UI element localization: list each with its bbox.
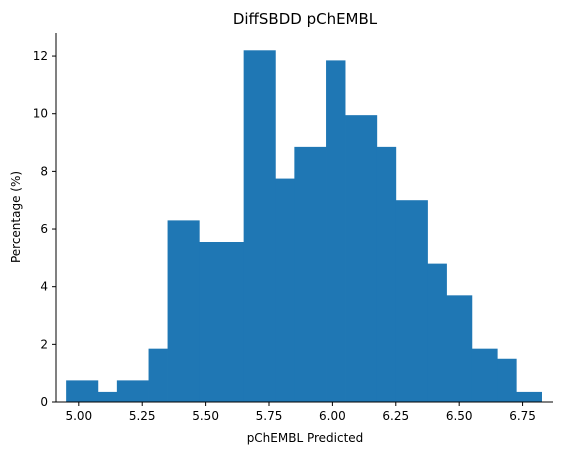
y-tick-label: 12 <box>33 49 48 63</box>
x-tick-label: 6.00 <box>319 409 346 423</box>
histogram-bar <box>97 391 118 402</box>
histogram-bar <box>243 50 276 402</box>
histogram-bar <box>516 391 542 402</box>
histogram-bar <box>471 348 498 402</box>
x-tick-label: 5.50 <box>192 409 219 423</box>
histogram-bar <box>326 60 346 402</box>
chart-title: DiffSBDD pChEMBL <box>233 10 378 28</box>
histogram-bar <box>497 358 517 402</box>
histogram-bar <box>116 380 149 402</box>
bars-group <box>66 50 542 402</box>
y-tick-label: 0 <box>40 395 48 409</box>
y-tick-label: 6 <box>40 222 48 236</box>
y-axis-ticks: 0 2 4 6 8 10 12 <box>33 49 56 409</box>
y-tick-label: 2 <box>40 337 48 351</box>
histogram-bar <box>376 146 397 402</box>
x-axis-label: pChEMBL Predicted <box>247 431 364 445</box>
x-tick-label: 6.75 <box>509 409 536 423</box>
x-tick-label: 5.25 <box>129 409 156 423</box>
histogram-bar <box>446 295 473 402</box>
histogram-bar <box>167 220 200 402</box>
y-tick-label: 8 <box>40 164 48 178</box>
y-tick-label: 4 <box>40 280 48 294</box>
x-tick-label: 6.25 <box>382 409 409 423</box>
histogram-bar <box>294 146 327 402</box>
histogram-bar <box>66 380 99 402</box>
x-axis-ticks: 5.00 5.25 5.50 5.75 6.00 6.25 6.50 6.75 <box>65 402 536 423</box>
y-axis-label: Percentage (%) <box>9 171 23 263</box>
histogram-bar <box>148 348 168 402</box>
histogram-bar <box>345 115 378 402</box>
y-tick-label: 10 <box>33 107 48 121</box>
histogram-bar <box>395 200 428 402</box>
x-tick-label: 5.75 <box>256 409 283 423</box>
x-tick-label: 6.50 <box>446 409 473 423</box>
histogram-bar <box>199 242 245 402</box>
histogram-bar <box>427 263 447 402</box>
x-tick-label: 5.00 <box>65 409 92 423</box>
histogram-bar <box>275 178 295 402</box>
